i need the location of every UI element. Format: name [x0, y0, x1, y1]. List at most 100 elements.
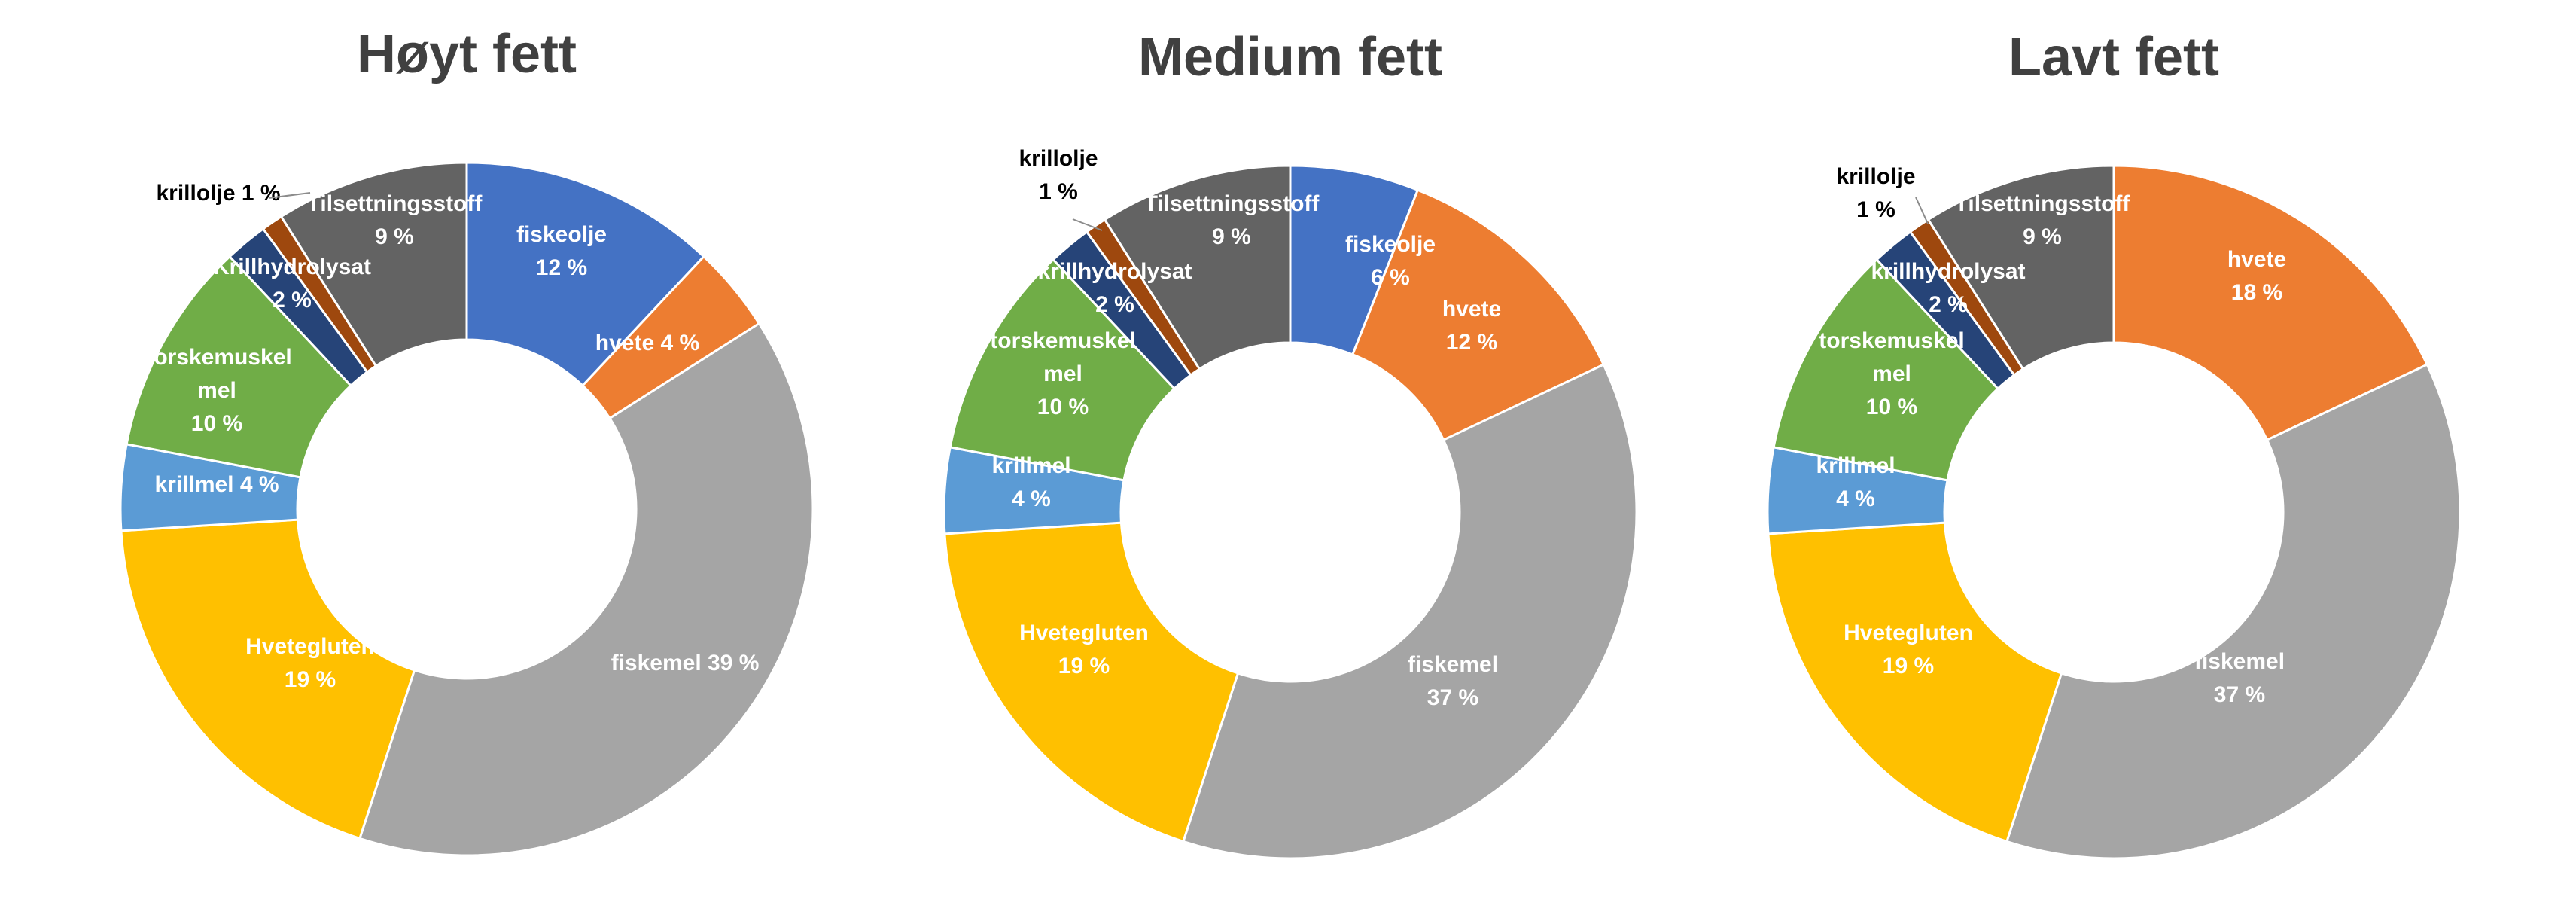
data-label-fiskeolje: fiskeolje 12 % — [516, 222, 607, 280]
slice-tilsettningsstoff — [1103, 164, 1292, 371]
data-label-line: 6 % — [1371, 265, 1410, 290]
data-label-line: Tilsettningsstoff — [307, 191, 483, 216]
data-label-krillolje: krillolje 1 % — [156, 181, 280, 206]
data-label-line: mel — [197, 378, 236, 403]
slice-tilsettningsstoff — [279, 161, 468, 368]
data-label-line: 37 % — [2214, 682, 2265, 707]
data-label-line: krillhydrolysat — [1037, 259, 1192, 284]
data-label-line: 10 % — [1037, 395, 1089, 419]
slice-torskemuskel-mel — [1772, 258, 2000, 482]
data-label-line: hvete 4 % — [595, 331, 699, 355]
donut-slices — [119, 161, 815, 857]
chart-panel-lavt-fett: Lavt fett hvete 18 % fiskemel 37 % Hveteglut… — [1766, 27, 2462, 860]
data-label-line: krillmel — [991, 453, 1070, 478]
data-label-line: 4 % — [1836, 486, 1875, 511]
data-label-line: 10 % — [1866, 395, 1917, 419]
slice-fiskeolje — [465, 161, 706, 388]
data-label-tilsettningsstoff: Tilsettningsstoff 9 % — [307, 191, 483, 249]
data-label-line: fiskeolje — [516, 222, 607, 247]
data-label-line: 12 % — [1446, 330, 1497, 355]
data-label-hvete: hvete 4 % — [595, 331, 699, 355]
data-label-hvete: hvete 12 % — [1442, 297, 1501, 355]
data-label-line: 9 % — [375, 224, 414, 249]
leader-line — [1915, 197, 1929, 224]
data-label-hvete: hvete 18 % — [2227, 247, 2286, 305]
data-label-line: Tilsettningsstoff — [1955, 191, 2131, 216]
slice-hvetegluten — [1767, 521, 2063, 843]
data-label-line: krillolje — [1019, 146, 1098, 171]
data-label-line: 10 % — [191, 411, 242, 436]
leader-line — [268, 192, 311, 199]
data-label-line: 2 % — [1095, 292, 1134, 317]
data-label-line: hvete — [1442, 297, 1501, 322]
data-label-torskemuskel-mel: torskemuskel mel 10 % — [990, 328, 1135, 419]
data-label-krillmel: krillmel 4 % — [1816, 453, 1895, 511]
donut-slices — [1766, 164, 2462, 860]
leader-line — [1072, 218, 1103, 231]
slice-hvetegluten — [943, 521, 1240, 843]
data-label-line: 2 % — [273, 288, 312, 313]
slice-fiskemel — [1181, 363, 1638, 860]
data-label-line: 12 % — [536, 255, 587, 280]
data-label-line: fiskemel — [1408, 652, 1498, 677]
data-label-krillmel: krillmel 4 % — [154, 472, 279, 497]
data-label-line: 19 % — [1058, 654, 1110, 679]
data-label-fiskemel: fiskemel 39 % — [611, 651, 760, 676]
chart-panel-hoyt-fett: Høyt fett fiskeolje 12 % hvete 4 % fiskemel… — [119, 24, 815, 857]
data-label-line: 2 % — [1929, 292, 1968, 317]
data-label-line: fiskemel 39 % — [611, 651, 760, 676]
slice-torskemuskel-mel — [948, 258, 1177, 482]
data-label-torskemuskel-mel: torskemuskel mel 10 % — [1819, 328, 1964, 419]
chart-title: Medium fett — [1138, 27, 1442, 87]
data-label-line: 9 % — [2023, 224, 2062, 249]
data-label-line: 19 % — [1883, 654, 1934, 679]
data-label-line: 18 % — [2231, 280, 2282, 305]
slice-hvetegluten — [120, 518, 416, 840]
data-label-line: krillmel — [1816, 453, 1895, 478]
data-label-line: 4 % — [1012, 486, 1051, 511]
donut-slices — [942, 164, 1638, 860]
data-label-line: 1 % — [1039, 179, 1078, 204]
data-label-line: 9 % — [1212, 224, 1251, 249]
data-label-line: mel — [1872, 361, 1911, 386]
slice-torskemuskel-mel — [125, 255, 353, 479]
data-label-tilsettningsstoff: Tilsettningsstoff 9 % — [1955, 191, 2131, 249]
data-label-line: hvete — [2227, 247, 2286, 272]
chart-panel-medium-fett: Medium fett fiskeolje 6 % hvete 12 % fiskeme… — [942, 27, 1638, 860]
data-label-line: Torskemuskel — [142, 345, 292, 370]
data-label-tilsettningsstoff: Tilsettningsstoff 9 % — [1144, 191, 1320, 249]
data-label-fiskemel: fiskemel 37 % — [2194, 649, 2285, 707]
data-label-hvetegluten: Hvetegluten 19 % — [1019, 621, 1149, 679]
chart-title: Høyt fett — [357, 24, 577, 84]
data-label-line: Hvetegluten — [1019, 621, 1149, 645]
data-label-line: 1 % — [1856, 197, 1895, 222]
slice-fiskemel — [2005, 363, 2462, 860]
data-label-torskemuskel-mel: Torskemuskel mel 10 % — [142, 345, 292, 436]
data-label-line: fiskemel — [2194, 649, 2285, 674]
data-label-line: torskemuskel — [1819, 328, 1964, 353]
data-label-line: krillolje 1 % — [156, 181, 280, 206]
data-label-krillolje: krillolje 1 % — [1019, 146, 1098, 204]
data-label-fiskemel: fiskemel 37 % — [1408, 652, 1498, 710]
data-label-line: krillolje — [1836, 164, 1915, 189]
slice-fiskemel — [358, 322, 815, 857]
data-label-fiskeolje: fiskeolje 6 % — [1345, 232, 1436, 290]
slice-tilsettningsstoff — [1926, 164, 2115, 371]
chart-title: Lavt fett — [2008, 27, 2219, 87]
data-label-krillolje: krillolje 1 % — [1836, 164, 1915, 222]
slice-hvete — [1350, 188, 1606, 442]
data-label-krillhydrolysat: krillhydrolysat 2 % — [1871, 259, 2025, 317]
slice-hvete — [2112, 164, 2429, 442]
data-label-line: mel — [1043, 361, 1082, 386]
data-label-line: torskemuskel — [990, 328, 1135, 353]
data-label-line: 19 % — [285, 667, 336, 692]
data-label-krillmel: krillmel 4 % — [991, 453, 1070, 511]
data-label-krillhydrolysat: krillhydrolysat 2 % — [1037, 259, 1192, 317]
data-label-hvetegluten: Hvetegluten 19 % — [1844, 621, 1973, 679]
data-label-line: krillmel 4 % — [154, 472, 279, 497]
data-label-krillhydrolysat: Krillhydrolysat 2 % — [213, 255, 371, 313]
data-label-line: fiskeolje — [1345, 232, 1436, 257]
data-label-line: krillhydrolysat — [1871, 259, 2025, 284]
data-label-line: Hvetegluten — [1844, 621, 1973, 645]
